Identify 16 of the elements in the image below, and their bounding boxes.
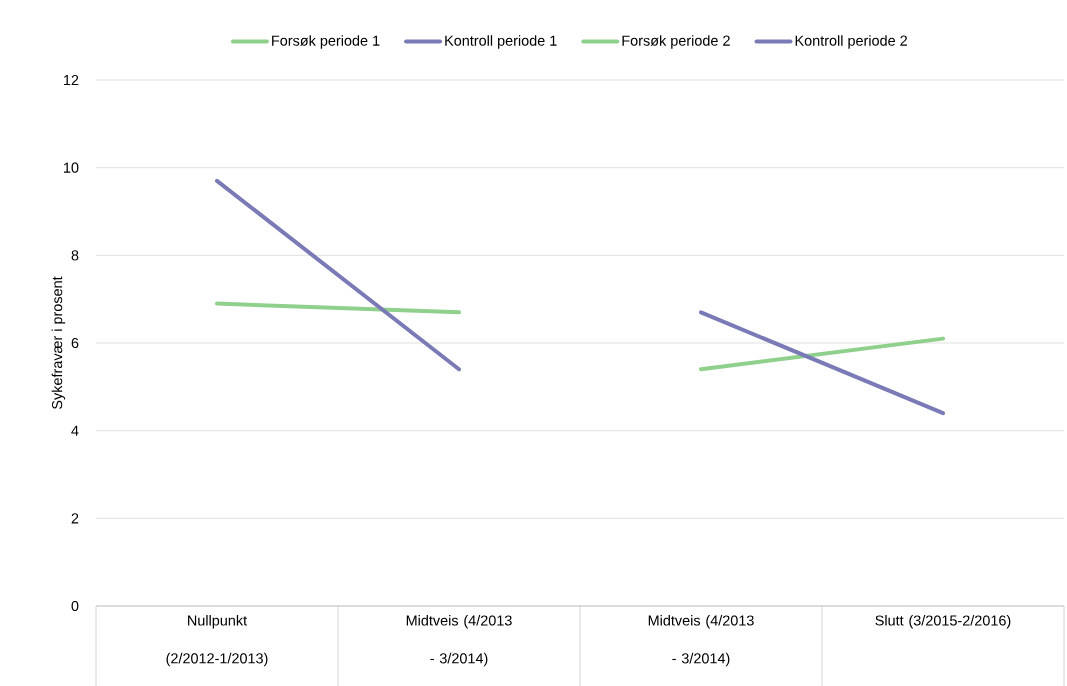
legend-label: Forsøk periode 1 [272, 35, 380, 49]
legend-label: Forsøk periode 2 [622, 35, 730, 49]
legend-label: Kontroll periode 2 [795, 35, 907, 49]
y-tick-label: 4 [71, 425, 79, 436]
y-tick-label: 8 [71, 250, 79, 261]
category-label: Nullpunkt (2/2012-1/2013) [166, 615, 268, 667]
x-tick-label: Slutt (3/2015-2/2016) [875, 615, 1011, 629]
y-tick-label: 12 [64, 74, 79, 86]
y-tick-label: 0 [71, 600, 79, 612]
y-tick-label: 6 [71, 337, 79, 349]
legend-label: Kontroll periode 1 [445, 35, 557, 49]
y-tick-label: 10 [64, 162, 79, 173]
category-label: Midtveis (4/2013 - 3/2014) [648, 615, 754, 667]
category-label: Midtveis (4/2013 - 3/2014) [406, 615, 512, 667]
y-tick-label: 2 [71, 513, 79, 524]
y-axis-title: Sykefravær i prosent [51, 276, 66, 409]
